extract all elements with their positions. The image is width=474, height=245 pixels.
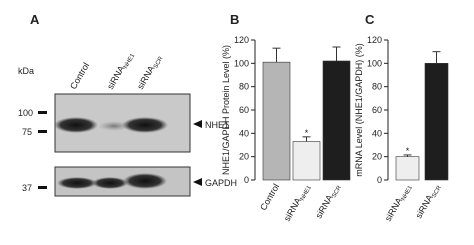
- band: [92, 177, 128, 189]
- bar: [292, 141, 321, 181]
- y-tick-label: 0: [244, 175, 249, 185]
- band: [123, 173, 167, 189]
- band: [98, 121, 130, 131]
- error-bar: [272, 47, 281, 63]
- bar: [395, 156, 420, 181]
- marker-label: 75: [22, 127, 32, 137]
- y-tick-label: 40: [372, 128, 382, 138]
- category-subscript: SCR: [431, 184, 443, 199]
- lane-label: Control: [68, 61, 91, 91]
- significance: *: [406, 146, 410, 156]
- category-subscript: NHE1: [300, 184, 314, 201]
- y-tick-label: 80: [239, 82, 249, 92]
- marker-dash: [38, 186, 47, 189]
- lane-labels: Control siRNANHE1 siRNASCR: [68, 49, 165, 92]
- error-bar: [432, 51, 441, 64]
- x-tick-label: siRNANHE1: [282, 181, 313, 224]
- error-bar: [302, 136, 311, 142]
- y-axis-label: mRNA Level (NHE1/GAPDH) (%): [354, 43, 364, 177]
- y-tick-label: 120: [234, 35, 249, 45]
- panel-label: A: [30, 12, 40, 27]
- y-tick-label: 60: [239, 105, 249, 115]
- y-tick-label: 100: [367, 58, 382, 68]
- y-tick-label: 80: [372, 82, 382, 92]
- marker-label: 37: [22, 183, 32, 193]
- y-tick-label: 100: [234, 58, 249, 68]
- band-label: NHE1: [205, 120, 229, 130]
- marker-dash: [38, 130, 47, 133]
- bar: [424, 63, 449, 181]
- x-tick-label: siRNASCR: [413, 181, 443, 221]
- category-subscript: NHE1: [401, 184, 415, 201]
- arrow: [193, 178, 202, 186]
- error-bar: [403, 154, 412, 157]
- category: Control: [258, 182, 281, 212]
- x-tick-label: siRNASCR: [313, 181, 343, 221]
- significance: *: [305, 128, 309, 138]
- error-bar: [332, 46, 341, 61]
- band: [54, 117, 98, 133]
- y-tick-label: 40: [239, 128, 249, 138]
- bar: [322, 60, 351, 181]
- band: [122, 117, 168, 133]
- lane-label: siRNANHE1: [105, 49, 136, 92]
- band: [57, 177, 97, 189]
- unit-label: kDa: [18, 66, 34, 76]
- panel-label: B: [230, 12, 239, 27]
- y-tick-label: 20: [239, 152, 249, 162]
- arrow: [193, 120, 202, 128]
- x-tick-label: siRNANHE1: [383, 181, 414, 224]
- band-label: GAPDH: [205, 178, 237, 188]
- y-tick-label: 0: [377, 175, 382, 185]
- marker-label: 100: [18, 108, 33, 118]
- y-tick-label: 120: [367, 35, 382, 45]
- panel-label: C: [365, 12, 375, 27]
- bar: [262, 61, 291, 181]
- marker-dash: [38, 111, 47, 114]
- category-subscript: SCR: [331, 184, 343, 199]
- y-tick-label: 20: [372, 152, 382, 162]
- lane-label: siRNASCR: [135, 52, 165, 92]
- y-tick-label: 60: [372, 105, 382, 115]
- y-axis-label: NHE1/GAPDH Protein Level (%): [221, 45, 231, 175]
- x-tick-label: Control: [258, 182, 281, 212]
